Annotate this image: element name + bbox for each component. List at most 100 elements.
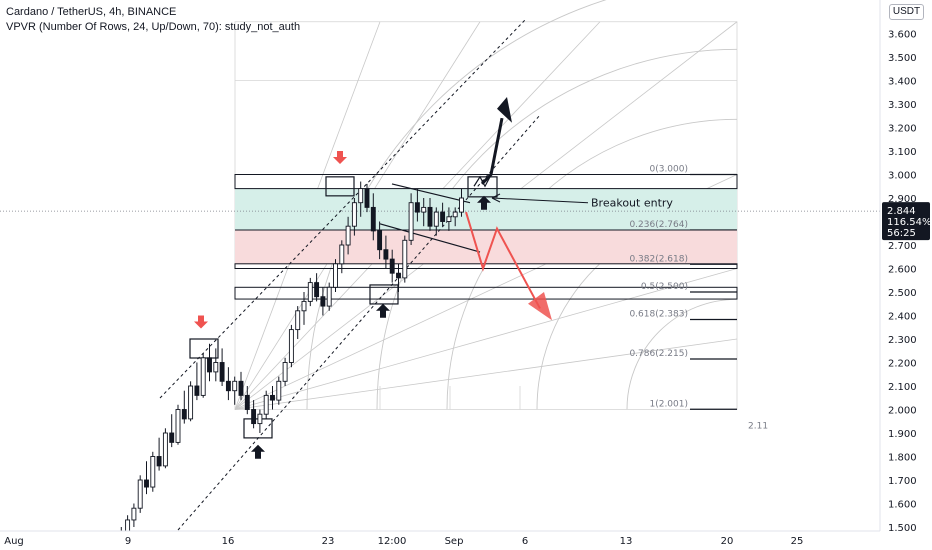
candle [213,348,219,382]
price-tick: 1.700 [888,476,917,487]
price-tick: 2.300 [888,335,917,346]
fan-ray [234,268,738,410]
candle [358,181,364,217]
current-price-countdown: 56:25 [887,228,916,239]
candle-body [288,329,294,363]
price-tick: 3.200 [888,124,917,135]
highlight-box [467,176,498,198]
red-down-arrow [194,315,208,329]
price-tick: 1.600 [888,500,917,511]
candle-body [377,230,383,251]
watermark: 2.11 [748,421,768,431]
candle-body [383,249,389,260]
candle-body [131,507,137,521]
fib-label: 0.618(2.383) [629,309,688,319]
candle-body [440,211,446,222]
candle-body [219,362,225,382]
fib-label: 1(2.001) [649,399,688,409]
candle-body [213,362,219,373]
price-tick: 2.600 [888,265,917,276]
price-tick: 3.600 [888,30,917,41]
flag-lower [379,223,481,253]
candle-body [446,216,452,222]
highlight-box [369,284,399,305]
candle-body [238,380,244,396]
fan-arc [376,48,738,410]
candle [131,503,137,527]
candle-body [314,282,320,298]
candle-body [320,296,326,307]
channel-lower [177,114,541,531]
candle [276,376,282,405]
black-up-arrow [376,303,390,318]
candle [433,207,439,236]
sr-box [234,263,738,269]
candle-body [358,188,364,204]
price-tick: 1.800 [888,453,917,464]
candle [295,306,301,339]
candle-body [402,239,408,279]
price-tick: 3.100 [888,147,917,158]
time-tick: 23 [322,536,335,547]
price-axis [880,0,932,550]
price-tick: 2.000 [888,406,917,417]
candle [446,207,452,231]
red-down-arrow [333,151,347,165]
price-tick: 2.200 [888,359,917,370]
candle-body [150,456,156,488]
candle [257,409,263,433]
indicator-title: VPVR (Number Of Rows, 24, Up/Down, 70): … [6,21,301,33]
candles-layer [112,181,464,550]
price-tick: 2.700 [888,241,917,252]
bull-arrowhead [497,96,512,123]
candle-body [270,394,275,401]
candle [370,193,376,241]
candle [169,414,175,448]
fib-label: 0.5(2.500) [641,282,688,292]
candle-body [295,310,301,331]
candle [364,183,370,213]
current-price-label [882,202,930,241]
candle-body [326,286,332,307]
sr-box [234,174,738,190]
candle [200,353,206,398]
fan-ray [234,338,738,410]
candle-body [452,211,458,218]
candle [232,376,238,405]
candle-body [251,409,257,425]
candle [194,362,200,401]
candle-body [408,202,414,241]
candle [320,287,326,316]
candle [440,202,446,227]
fan-arc [626,298,738,410]
fib-label: 0(3.000) [649,165,688,175]
currency-button[interactable]: USDT [889,4,924,20]
candle-body [169,432,175,443]
candle-body [225,380,231,392]
candle-body [162,432,168,467]
candle-body [339,244,345,265]
fan-arc [306,0,607,410]
candle [251,400,257,429]
candle-body [232,380,238,392]
price-tick: 2.400 [888,312,917,323]
candle [207,343,212,382]
price-tick: 3.000 [888,171,917,182]
candle [188,381,194,422]
candle [219,348,225,386]
candle-body [427,206,433,227]
price-tick: 2.100 [888,382,917,393]
candle-body [389,258,395,274]
candle [288,324,294,368]
candle [345,216,351,255]
candle-body [459,197,464,213]
candle [307,277,313,307]
candle [333,259,338,292]
candle-body [144,479,149,488]
candle-body [345,225,351,246]
time-tick: 16 [222,536,235,547]
candle-body [370,206,376,232]
candle [383,235,389,269]
candle-body [433,211,439,227]
